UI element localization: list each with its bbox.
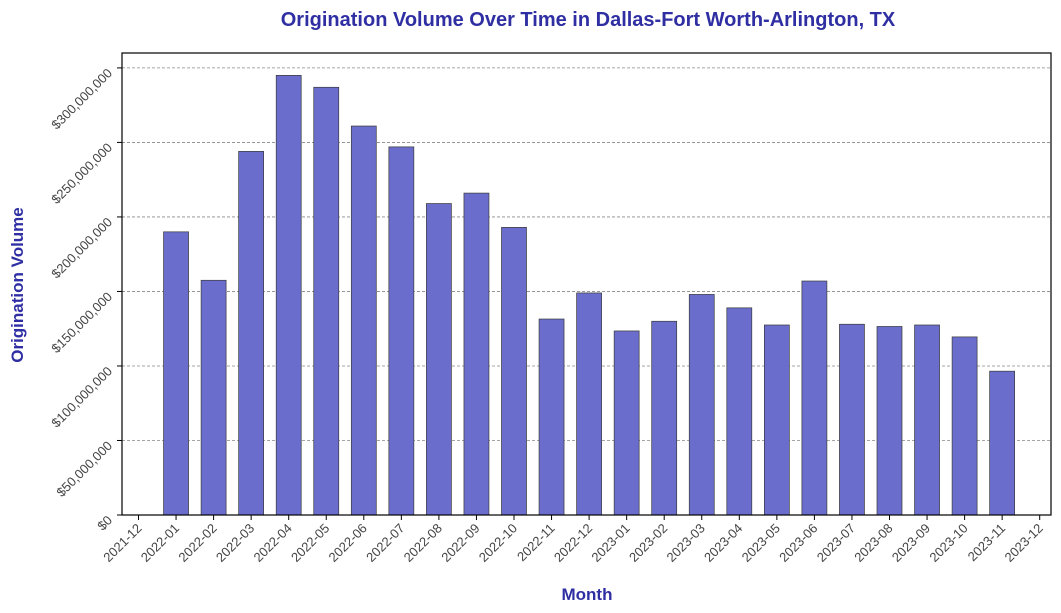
y-tick-label: $250,000,000 <box>48 140 115 207</box>
bar-2022-04 <box>275 75 302 516</box>
bar-2023-02 <box>651 320 678 516</box>
y-tick-label: $150,000,000 <box>48 289 115 356</box>
x-tick-label: 2023-05 <box>739 521 783 565</box>
x-tick-label: 2023-03 <box>664 521 708 565</box>
bar-2022-08 <box>426 203 452 516</box>
x-tick-label: 2023-09 <box>889 521 933 565</box>
y-tick-label: $50,000,000 <box>53 438 115 500</box>
bars <box>163 75 1016 516</box>
x-tick-label: 2023-10 <box>926 521 970 565</box>
y-tick-label: $300,000,000 <box>48 65 115 132</box>
x-tick-label: 2022-07 <box>363 521 407 565</box>
x-tick-label: 2022-12 <box>551 521 595 565</box>
x-tick-label: 2023-12 <box>1001 521 1045 565</box>
x-tick-label: 2022-08 <box>401 521 445 565</box>
bar-2022-10 <box>501 227 527 516</box>
x-tick-label: 2022-11 <box>514 521 558 565</box>
bar-2023-03 <box>688 294 715 516</box>
chart-title: Origination Volume Over Time in Dallas-F… <box>281 9 896 31</box>
bar-2023-01 <box>613 330 640 516</box>
x-tick-label: 2023-06 <box>776 521 820 565</box>
x-tick-label: 2022-02 <box>175 521 219 565</box>
bar-2022-11 <box>538 318 565 516</box>
x-tick-label: 2022-01 <box>138 521 182 565</box>
y-axis-label: Origination Volume <box>8 207 27 363</box>
bar-2022-05 <box>313 86 340 516</box>
bar-2022-03 <box>238 151 264 516</box>
x-axis-label: Month <box>562 585 613 604</box>
x-tick-label: 2022-05 <box>288 521 332 565</box>
y-tick-label: $0 <box>94 513 115 534</box>
x-tick-label: 2023-04 <box>701 521 745 565</box>
x-tick-label: 2022-03 <box>213 521 257 565</box>
bar-2023-08 <box>876 326 903 516</box>
bar-2022-12 <box>576 292 602 516</box>
x-tick-label: 2022-04 <box>250 521 294 565</box>
bar-2023-11 <box>989 370 1016 516</box>
bar-2022-02 <box>200 279 227 516</box>
x-tick-label: 2023-01 <box>588 521 632 565</box>
x-tick-label: 2022-09 <box>438 521 482 565</box>
y-tick-label: $100,000,000 <box>48 363 115 430</box>
y-tick-label: $200,000,000 <box>48 214 115 281</box>
bar-2023-05 <box>763 324 790 516</box>
bar-2023-06 <box>801 280 828 516</box>
x-tick-label: 2023-11 <box>965 521 1009 565</box>
bar-2023-10 <box>951 336 978 516</box>
x-tick-label: 2022-10 <box>476 521 520 565</box>
x-tick-label: 2023-02 <box>626 521 670 565</box>
bar-2022-01 <box>163 231 189 516</box>
x-tick-label: 2022-06 <box>326 521 370 565</box>
x-axis-ticks: 2021-122022-012022-022022-032022-042022-… <box>100 515 1046 565</box>
y-axis-ticks: $0 $50,000,000 $100,000,000 $150,000,000 $20… <box>48 65 122 533</box>
x-tick-label: 2023-08 <box>851 521 895 565</box>
bar-2023-09 <box>914 324 940 516</box>
x-tick-label: 2023-07 <box>814 521 858 565</box>
bar-2022-09 <box>463 192 490 516</box>
bar-2022-06 <box>350 125 377 516</box>
bar-2023-07 <box>839 323 865 516</box>
plot-frame <box>121 52 1052 516</box>
bar-2023-04 <box>726 307 753 516</box>
bar-2022-07 <box>388 146 415 516</box>
